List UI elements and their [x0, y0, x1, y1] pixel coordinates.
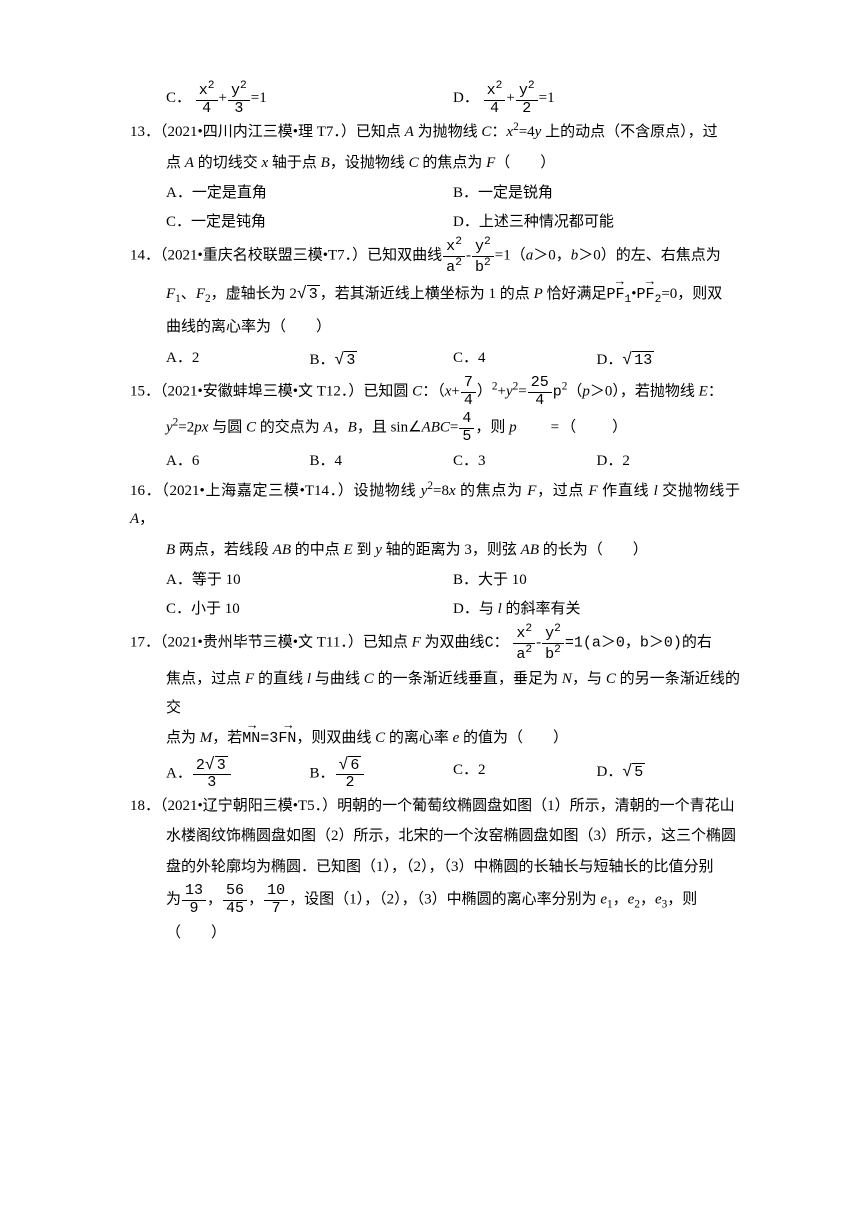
- fraction: 74: [461, 375, 476, 409]
- q14-stem-line2: F1、F2，虚轴长为 2√3，若其渐近线上横坐标为 1 的点 P 恰好满足PF1…: [130, 278, 740, 311]
- q16-option-d: D．与 l 的斜率有关: [453, 595, 740, 624]
- q14-options: A．2 B．√3 C．4 D．√13: [166, 344, 740, 376]
- q12-options-row: C． x2 4 + y2 3 =1 D． x2 4 + y2 2 =1: [166, 80, 740, 117]
- q16-option-b: B．大于 10: [453, 566, 740, 595]
- q14-option-b: B．√3: [310, 344, 454, 376]
- q16-option-c: C．小于 10: [166, 595, 453, 624]
- q13-stem: 13．（2021•四川内江三模•理 T7．）已知点 A 为抛物线 C：x2=4y…: [130, 117, 740, 147]
- fraction: 107: [264, 883, 288, 917]
- q16-options-row1: A．等于 10 B．大于 10: [166, 566, 740, 595]
- q13-options-row2: C．一定是钝角 D．上述三种情况都可能: [166, 208, 740, 237]
- q14-option-d: D．√13: [597, 344, 741, 376]
- q17-stem: 17．（2021•贵州毕节三模•文 T11．）已知点 F 为双曲线C： x2a2…: [130, 623, 740, 663]
- vector-fn: FN: [278, 724, 296, 754]
- q18-stem-line4: 为139，5645，107，设图（1），（2），（3）中椭圆的离心率分别为 e1…: [130, 883, 740, 917]
- q12-option-d: D． x2 4 + y2 2 =1: [453, 80, 740, 117]
- q15-option-a: A．6: [166, 447, 310, 476]
- q13-stem-line2: 点 A 的切线交 x 轴于点 B，设抛物线 C 的焦点为 F（ ）: [130, 149, 740, 178]
- q14-option-c: C．4: [453, 344, 597, 376]
- q14-stem-line3: 曲线的离心率为（ ）: [130, 313, 740, 342]
- fraction: y2b2: [542, 623, 564, 663]
- q17-option-b: B．√62: [310, 756, 454, 792]
- q12-option-c: C． x2 4 + y2 3 =1: [166, 80, 453, 117]
- q15-stem: 15．（2021•安徽蚌埠三模•文 T12．）已知圆 C：（x+74）2+y2=…: [130, 375, 740, 409]
- q14-option-a: A．2: [166, 344, 310, 376]
- fraction: x2a2: [443, 236, 465, 276]
- q17-option-d: D．√5: [597, 756, 741, 792]
- vector-pf1: PF1: [607, 280, 632, 311]
- opt-label: C．: [166, 90, 191, 106]
- q17-option-c: C．2: [453, 756, 597, 792]
- q18-stem-line1: 18．（2021•辽宁朝阳三模•T5．）明朝的一个葡萄纹椭圆盘如图（1）所示，清…: [130, 792, 740, 821]
- q16-options-row2: C．小于 10 D．与 l 的斜率有关: [166, 595, 740, 624]
- q15-option-c: C．3: [453, 447, 597, 476]
- q15-option-d: D．2: [597, 447, 741, 476]
- fraction: 139: [182, 883, 206, 917]
- q13-option-d: D．上述三种情况都可能: [453, 208, 740, 237]
- fraction: 45: [459, 411, 474, 445]
- fraction: y2 2: [516, 80, 538, 117]
- fraction: 5645: [223, 883, 247, 917]
- sqrt: √3: [297, 278, 320, 310]
- q15-option-b: B．4: [310, 447, 454, 476]
- q13-options-row1: A．一定是直角 B．一定是锐角: [166, 179, 740, 208]
- fraction: y2b2: [472, 236, 494, 276]
- q18-stem-line2: 水楼阁纹饰椭圆盘如图（2）所示，北宋的一个汝窑椭圆盘如图（3）所示，这三个椭圆: [130, 822, 740, 851]
- q16-stem: 16．（2021•上海嘉定三模•T14．）设抛物线 y2=8x 的焦点为 F，过…: [130, 476, 740, 534]
- q17-stem-line2: 焦点，过点 F 的直线 l 与曲线 C 的一条渐近线垂直，垂足为 N，与 C 的…: [130, 665, 740, 722]
- q15-stem-line2: y2=2px 与圆 C 的交点为 A，B，且 sin∠ABC=45，则 p =（…: [130, 411, 740, 445]
- q17-options: A．2√33 B．√62 C．2 D．√5: [166, 756, 740, 792]
- q18-stem-line3: 盘的外轮廓均为椭圆．已知图（1），（2），（3）中椭圆的长轴长与短轴长的比值分别: [130, 853, 740, 882]
- q17-stem-line3: 点为 M，若MN=3FN，则双曲线 C 的离心率 e 的值为（ ）: [130, 724, 740, 754]
- q15-options: A．6 B．4 C．3 D．2: [166, 447, 740, 476]
- q13-option-b: B．一定是锐角: [453, 179, 740, 208]
- vector-mn: MN: [242, 724, 260, 754]
- fraction: 254: [528, 375, 552, 409]
- q16-option-a: A．等于 10: [166, 566, 453, 595]
- opt-label: D．: [453, 90, 479, 106]
- q13-option-c: C．一定是钝角: [166, 208, 453, 237]
- q17-option-a: A．2√33: [166, 756, 310, 792]
- fraction: x2a2: [513, 623, 535, 663]
- fraction: x2 4: [484, 80, 506, 117]
- q13-option-a: A．一定是直角: [166, 179, 453, 208]
- q18-stem-line5: （ ）: [130, 919, 740, 948]
- vector-pf2: PF2: [637, 280, 662, 311]
- fraction: x2 4: [196, 80, 218, 117]
- q16-stem-line2: B 两点，若线段 AB 的中点 E 到 y 轴的距离为 3，则弦 AB 的长为（…: [130, 536, 740, 565]
- fraction: y2 3: [228, 80, 250, 117]
